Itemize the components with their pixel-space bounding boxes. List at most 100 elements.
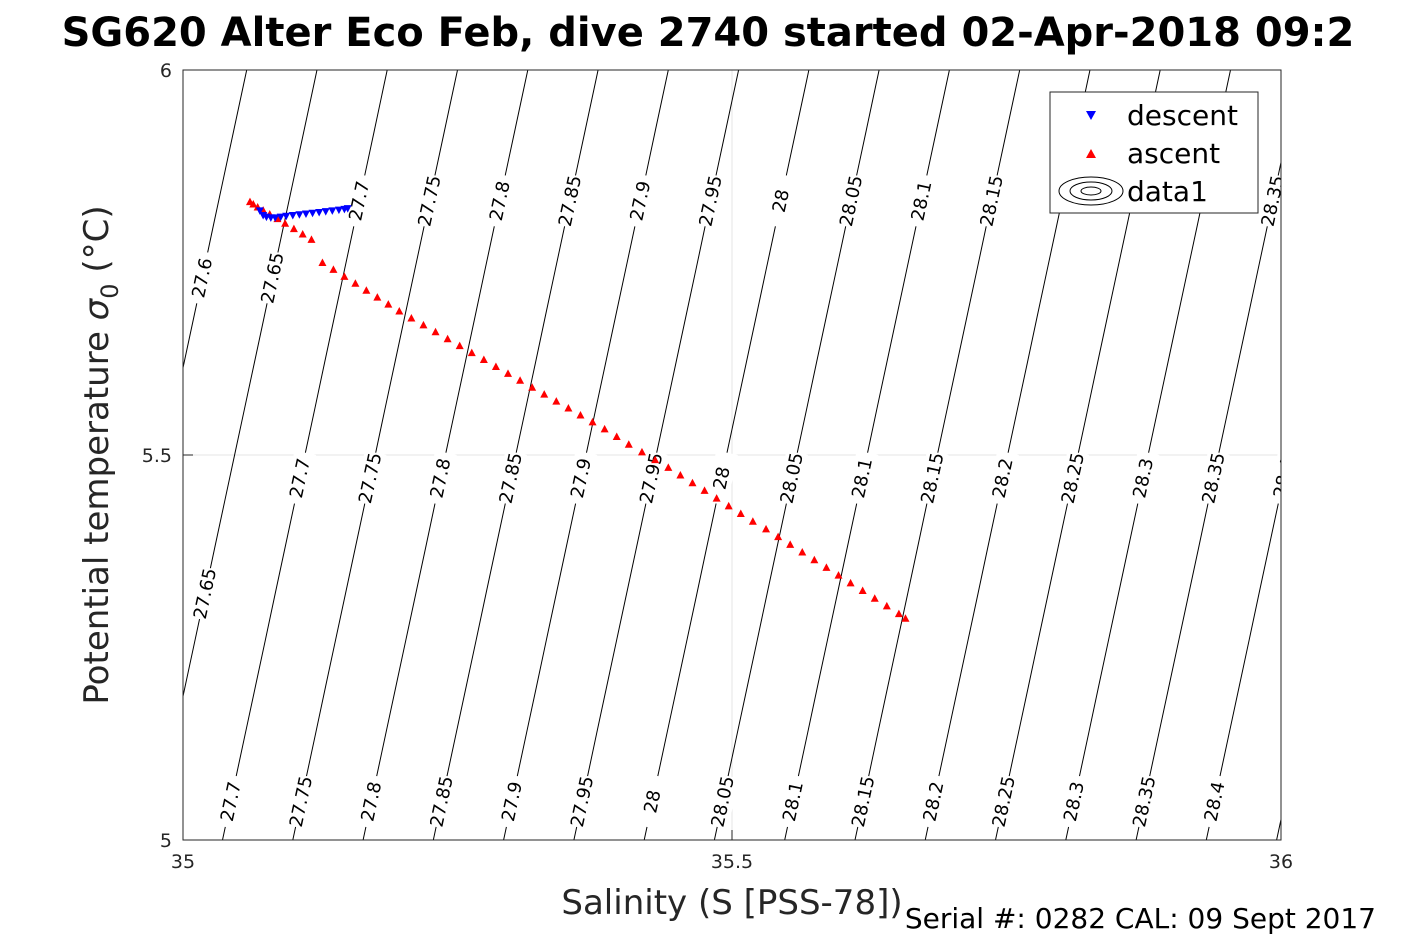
isopycnal-label-bg <box>1128 773 1161 830</box>
ascent-point <box>637 447 646 456</box>
axis-ticks <box>182 69 1282 841</box>
ascent-point <box>443 334 452 343</box>
descent-point <box>343 205 352 213</box>
ascent-point <box>588 417 597 426</box>
isopycnal-label-bg <box>214 773 248 830</box>
ascent-point <box>724 501 733 510</box>
isopycnal-label-group: 28.4 <box>1267 450 1299 506</box>
isopycnal-label-bg <box>776 773 810 830</box>
isopycnal-line-19 <box>1205 488 1281 840</box>
isopycnal-label-group: 28 <box>705 450 738 506</box>
isopycnal-label-bg <box>834 173 868 229</box>
isopycnal-label-bg <box>1126 450 1160 506</box>
descent-point <box>288 212 297 220</box>
ascent-point <box>318 258 327 266</box>
isopycnal-label-bg <box>283 450 317 506</box>
descent-point <box>295 211 304 219</box>
isopycnal-label: 28.4 <box>1270 456 1299 500</box>
isopycnal-label-bg <box>342 173 376 229</box>
ascent-point <box>870 594 879 602</box>
ascent-point <box>552 397 561 405</box>
isopycnal-label-bg <box>916 450 949 506</box>
x-tick-label-35: 35 <box>171 851 195 873</box>
isopycnal-label-group: 27.7 <box>214 773 248 830</box>
ascent-point <box>491 362 500 370</box>
ascent-point <box>612 432 621 441</box>
ascent-point <box>688 478 697 487</box>
ascent-point <box>576 410 585 419</box>
legend-label-ascent: ascent <box>1127 137 1220 170</box>
descent-point <box>301 210 310 218</box>
isopycnal-label-bg <box>845 450 879 506</box>
y-axis-label-unit: (°C) <box>77 205 117 272</box>
ascent-point <box>419 320 428 329</box>
isopycnal-label-group: 28 <box>764 173 798 229</box>
isopycnal-label-bg <box>917 773 950 830</box>
y-axis-label-main: Potential temperature <box>77 331 117 704</box>
ascent-point <box>540 390 549 398</box>
x-axis-label: Salinity (S [PSS-78]) <box>561 883 902 923</box>
ascent-point <box>834 571 843 579</box>
isopycnal-label-bg <box>636 773 669 830</box>
isopycnal-label-bg <box>355 773 388 830</box>
isopycnal-label: 28 <box>640 788 665 815</box>
isopycnal-label-bg <box>564 450 598 506</box>
series-ascent <box>245 197 910 622</box>
isopycnal-label-bg <box>425 773 458 830</box>
isopycnal-label-bg <box>624 173 657 229</box>
descent-point <box>282 212 291 221</box>
isopycnal-label-bg <box>353 450 387 506</box>
descent-point <box>328 207 337 215</box>
ascent-point <box>431 327 440 336</box>
ascent-point <box>351 279 360 287</box>
ascent-point <box>712 494 721 502</box>
legend-marker-data1 <box>1058 176 1124 206</box>
y-tick-label-5-5: 5.5 <box>142 445 172 467</box>
descent-point <box>308 209 317 218</box>
ascent-point <box>846 578 855 587</box>
isopycnal-label-group: 27.85 <box>425 773 458 830</box>
series-descent <box>255 205 352 222</box>
isopycnal-label-bg <box>705 450 738 506</box>
legend-marker-ascent <box>1086 149 1096 158</box>
descent-point <box>315 208 324 217</box>
x-tick-label-35-5: 35.5 <box>711 851 753 873</box>
isopycnal-label-bg <box>846 773 880 830</box>
isopycnal-label-bg <box>424 450 457 506</box>
ascent-point <box>307 235 316 243</box>
isopycnal-label-bg <box>413 173 446 229</box>
ascent-point <box>676 471 685 479</box>
descent-point <box>321 208 330 216</box>
ascent-point <box>528 383 537 391</box>
ascent-point <box>858 586 867 595</box>
isopycnal-label-bg <box>1057 773 1091 830</box>
isopycnal-label-bg <box>1198 773 1231 830</box>
ascent-point <box>455 341 464 350</box>
legend: descent ascent data1 <box>1049 91 1259 214</box>
y-tick-label-6: 6 <box>160 60 172 82</box>
ascent-point <box>664 463 673 471</box>
ascent-point <box>600 424 609 433</box>
ascent-point <box>362 286 371 294</box>
isopycnal-line-4 <box>183 70 318 699</box>
isopycnal-label-group: 28.15 <box>846 773 880 830</box>
descent-point <box>334 206 343 215</box>
y-axis-label-symbol: σ <box>77 297 117 320</box>
isopycnal-label-bg <box>905 173 938 229</box>
descent-point <box>276 213 285 222</box>
ascent-point <box>774 532 783 541</box>
isopycnal-label-bg <box>987 773 1021 830</box>
ascent-point <box>564 404 573 412</box>
ascent-point <box>810 555 819 564</box>
isopycnal-label: 28 <box>769 188 794 215</box>
isopycnal-label-bg <box>256 250 289 306</box>
y-axis-label-subscript: 0 <box>96 283 124 298</box>
isopycnal-label-bg <box>494 450 528 506</box>
isopycnal-label-group: 28 <box>636 773 669 830</box>
ascent-point <box>467 348 476 357</box>
ascent-point <box>516 376 525 384</box>
isopycnal-label-bg <box>284 773 318 830</box>
isopycnal-label-bg <box>185 250 219 306</box>
ascent-point <box>748 517 757 525</box>
